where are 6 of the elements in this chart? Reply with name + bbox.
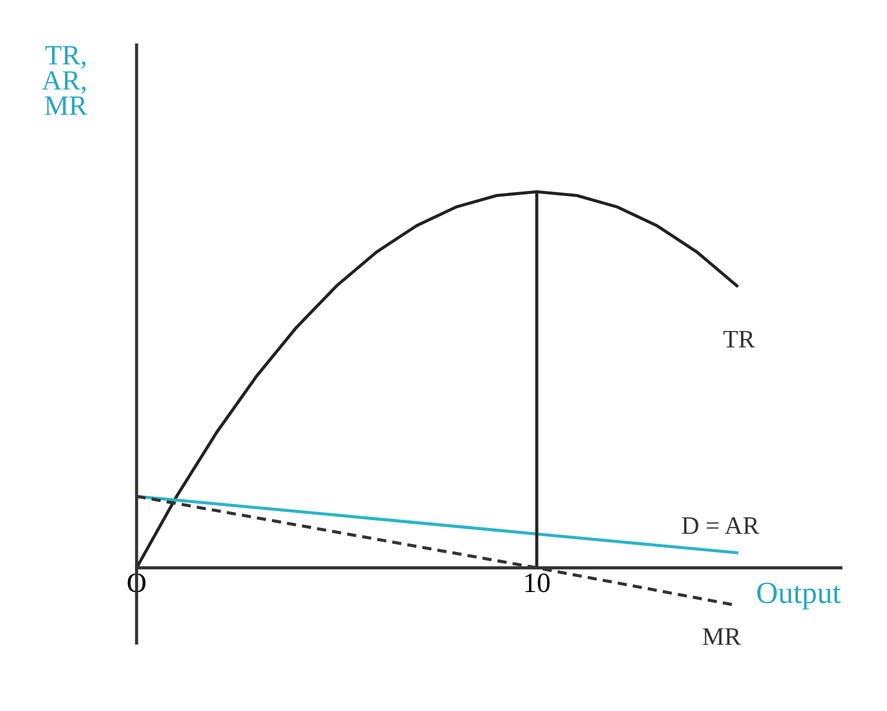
series-label: MR [702,628,741,645]
series-label: TR [723,330,755,348]
x-tick-label: 10 [525,573,550,592]
series-label: D = AR [682,517,760,534]
x-axis-title: Output [757,582,841,610]
y-axis-title: TR, AR, MR [42,46,88,115]
